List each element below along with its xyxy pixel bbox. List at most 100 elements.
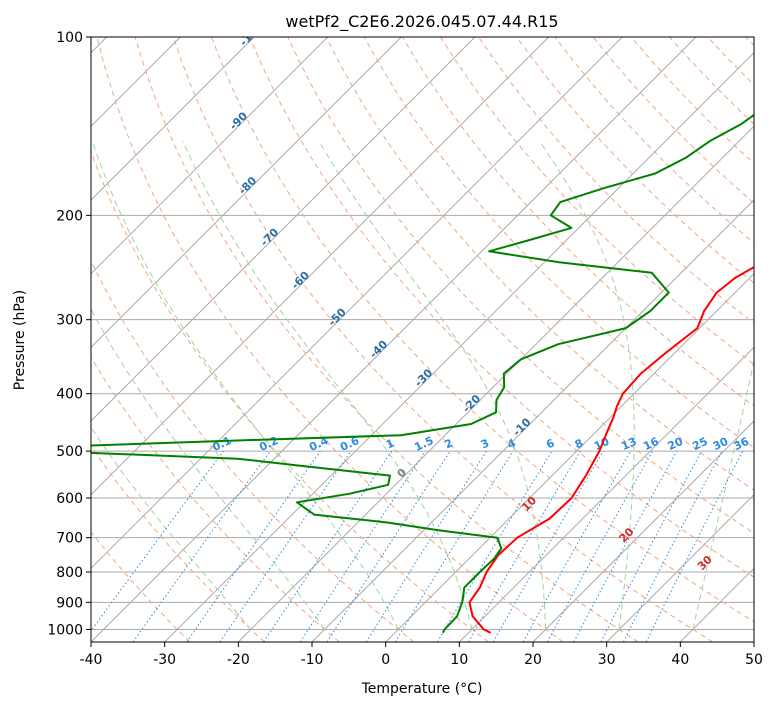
y-tick-label: 800: [56, 565, 83, 581]
mixing-ratio-lines: [91, 450, 744, 642]
mixing-ratio-line: [263, 450, 393, 642]
x-tick-label: 0: [381, 652, 390, 668]
dry-adiabat-line: [363, 37, 754, 449]
dry-adiabat-line: [172, 37, 713, 642]
mixing-ratio-label: 30: [711, 435, 731, 453]
mixing-ratio-label: 25: [690, 435, 709, 453]
dry-adiabat-label: -10: [510, 415, 533, 438]
mixing-ratio-label: 16: [641, 435, 661, 453]
mixing-ratio-line: [573, 450, 678, 642]
dry-adiabat-line: [287, 37, 754, 534]
y-tick-label: 300: [56, 313, 83, 329]
dry-adiabat-label: -30: [412, 366, 435, 389]
y-tick-label: 600: [56, 491, 83, 507]
reference-line-labels: -100-90-80-70-60-50-40-30-20-100.1 0.2 0.4…: [210, 20, 752, 573]
isotherm-line: [753, 641, 754, 642]
dry-adiabat-label: -20: [460, 392, 483, 415]
moist-adiabat-line: [767, 141, 775, 629]
isotherm-line: [606, 493, 754, 642]
dry-adiabat-line: [91, 531, 191, 642]
dry-adiabat-line: [630, 37, 754, 165]
y-tick-label: 100: [56, 30, 83, 46]
dry-adiabat-line: [211, 37, 754, 623]
mixing-ratio-line: [326, 450, 451, 642]
moist-adiabat-line: [91, 308, 325, 630]
mixing-ratio-line: [132, 450, 271, 642]
dry-adiabat-line: [91, 150, 489, 642]
isotherm-line: [458, 346, 754, 642]
dry-adiabat-label: -90: [227, 109, 250, 132]
isotherm-line: [91, 37, 476, 422]
isotherm-line: [91, 37, 550, 496]
mixing-ratio-line: [546, 450, 654, 642]
dry-adiabat-line: [439, 37, 754, 366]
dry-adiabat-line: [249, 37, 754, 578]
mixing-ratio-line: [394, 450, 514, 642]
dry-adiabat-line: [516, 37, 754, 284]
x-tick-label: 10: [450, 652, 468, 668]
x-tick-label: 30: [598, 652, 616, 668]
mixing-ratio-line: [600, 450, 702, 642]
mixing-ratio-line: [299, 450, 426, 642]
isotherm-line: [385, 272, 754, 642]
mixing-ratio-label: 13: [619, 435, 638, 453]
dry-adiabat-label: -80: [236, 174, 259, 197]
dry-adiabat-label: -60: [289, 268, 312, 291]
mixing-ratio-line: [186, 450, 321, 642]
mixing-ratio-label: 6: [544, 436, 557, 451]
dry-adiabat-line: [401, 37, 754, 407]
pressure-gridlines: [91, 37, 754, 630]
isotherm-line: [91, 37, 329, 275]
mixing-ratio-label: 20: [666, 435, 686, 453]
y-axis-label: Pressure (hPa): [12, 290, 28, 390]
profile-series: [91, 113, 754, 634]
moist-adiabat-line: [91, 426, 252, 630]
dry-adiabat-line: [554, 37, 754, 244]
mixing-ratio-line: [91, 450, 224, 632]
mixing-ratio-label: 4: [505, 436, 518, 451]
x-tick-label: -30: [153, 652, 176, 668]
dry-adiabat-line: [91, 356, 340, 642]
moist-adiabat-line: [539, 141, 635, 630]
dewpoint-profile-line: [91, 113, 754, 634]
dry-adiabat-line: [91, 259, 415, 642]
plot-area: -100-90-80-70-60-50-40-30-20-100.1 0.2 0.4…: [91, 20, 775, 642]
x-tick-label: 20: [524, 652, 542, 668]
moist-adiabat-lines: [91, 141, 775, 630]
isotherm-line: [91, 37, 623, 570]
isotherm-line: [532, 420, 754, 642]
x-axis-label: Temperature (°C): [361, 681, 483, 697]
mixing-ratio-line: [522, 450, 631, 642]
moist-adiabat-line: [182, 141, 473, 630]
mixing-ratio-line: [645, 450, 744, 642]
y-tick-label: 700: [56, 531, 83, 547]
mixing-ratio-line: [365, 450, 487, 642]
dry-adiabat-line: [707, 37, 754, 86]
moist-adiabat-label: 30: [695, 553, 715, 573]
isotherm-line: [91, 37, 255, 201]
dry-adiabat-label: -70: [258, 226, 281, 249]
x-tick-label: -20: [227, 652, 250, 668]
dry-adiabat-label: -100: [237, 20, 266, 49]
y-tick-label: 200: [56, 208, 83, 224]
moist-adiabat-line: [318, 141, 547, 630]
dry-adiabat-line: [134, 37, 639, 642]
mixing-ratio-label: 36: [732, 435, 752, 453]
y-tick-label: 400: [56, 387, 83, 403]
dry-adiabat-line: [91, 445, 265, 642]
mixing-ratio-label: 2: [443, 436, 455, 451]
plot-frame: [90, 36, 755, 643]
temperature-profile-line: [468, 265, 754, 634]
moist-adiabat-label: 10: [519, 494, 539, 514]
isotherm-lines: [91, 37, 754, 642]
dry-adiabat-label: -40: [367, 338, 390, 361]
dry-adiabat-label: -50: [326, 305, 349, 328]
isotherm-line: [91, 37, 697, 642]
isotherm-line: [164, 51, 754, 642]
isotherm-line: [91, 37, 402, 349]
x-tick-label: -10: [301, 652, 324, 668]
dry-adiabat-lines: [91, 37, 754, 642]
x-tick-label: 50: [745, 652, 763, 668]
chart-title: wetPf2_C2E6.2026.045.07.44.R15: [285, 12, 558, 32]
